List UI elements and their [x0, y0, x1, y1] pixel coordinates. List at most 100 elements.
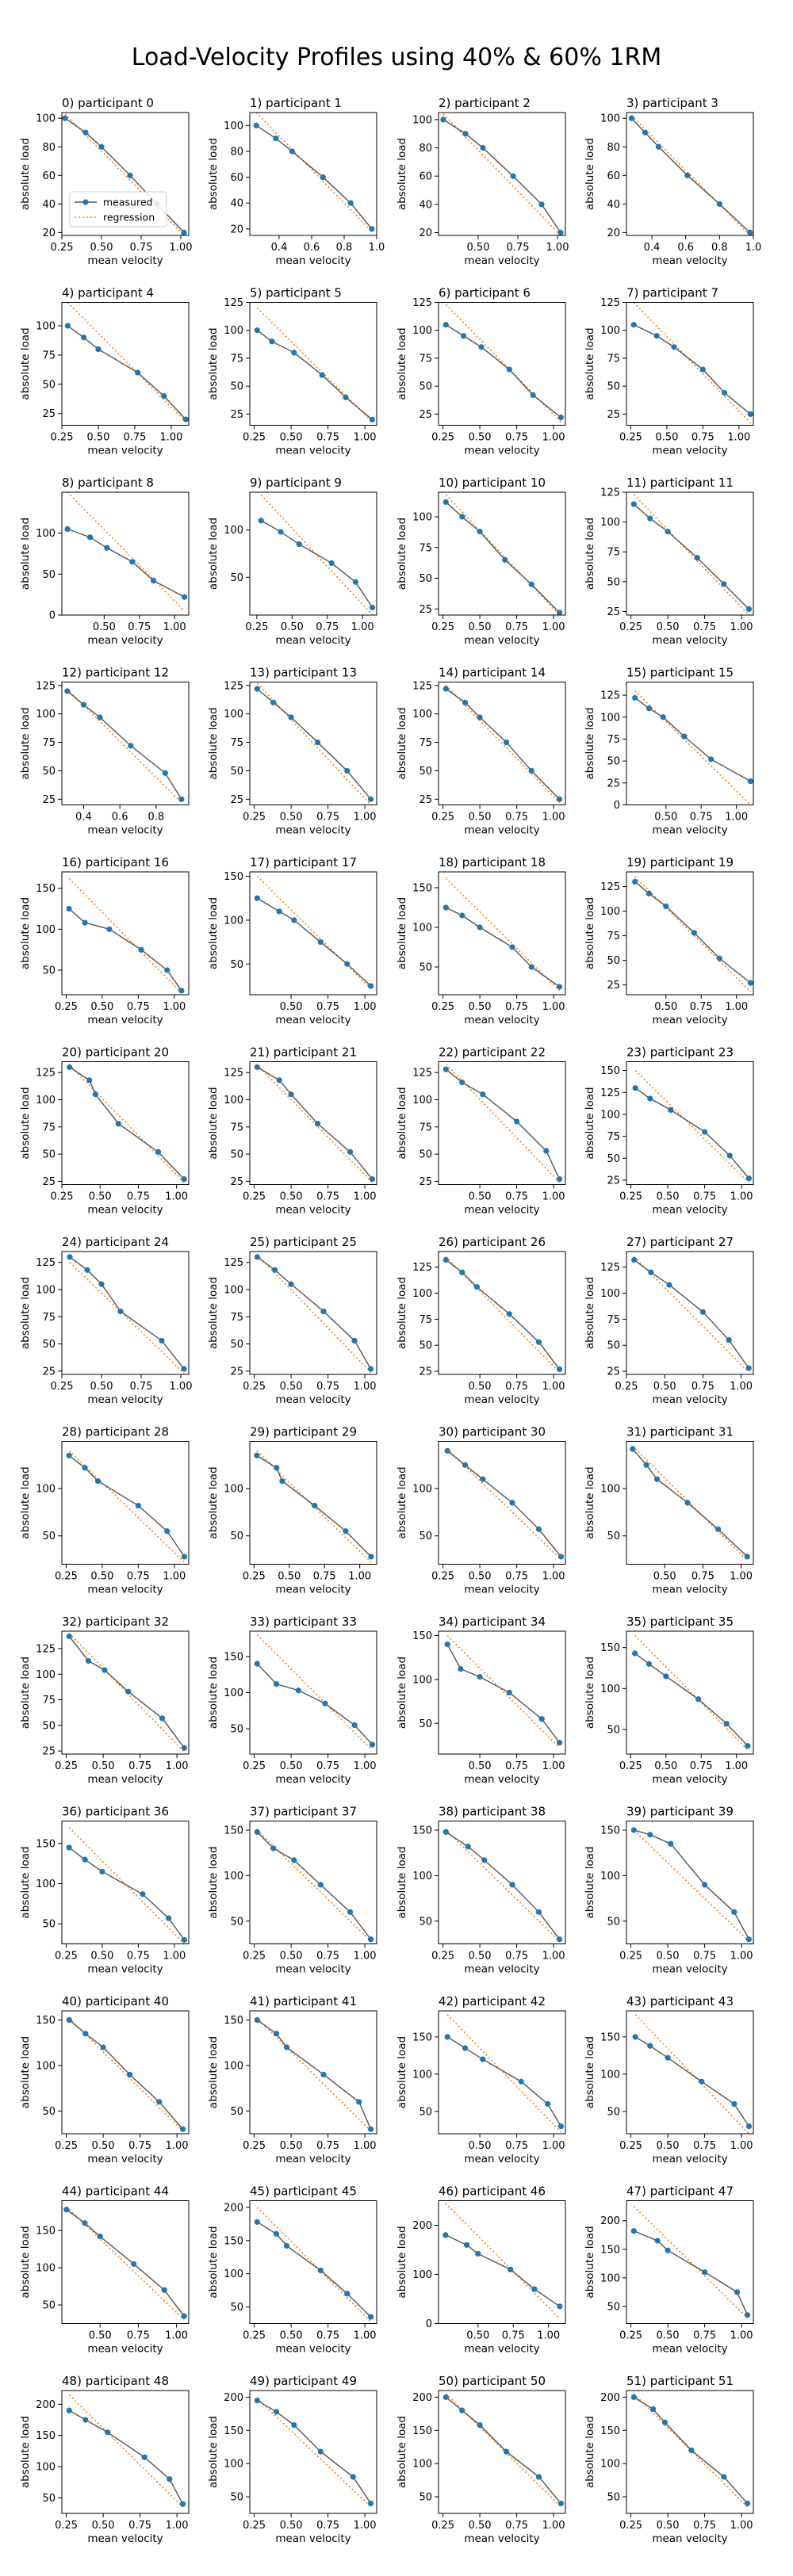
x-tick-label: 0.50 — [469, 2520, 492, 2532]
measured-point — [477, 529, 483, 535]
measured-point — [702, 1129, 708, 1135]
measured-line — [67, 528, 185, 598]
measured-point — [666, 1282, 672, 1288]
measured-point — [352, 579, 358, 585]
y-tick-label: 150 — [412, 1630, 432, 1642]
measured-point — [276, 908, 282, 915]
panel-26: 26) participant 26 0.50 0.75 1.00 25 50 75 100 1… — [396, 1235, 566, 1406]
measured-point — [283, 2044, 290, 2050]
y-axis-label: absolute load — [19, 1657, 32, 1729]
regression-line — [632, 1445, 748, 1561]
x-tick-label: 0.8 — [148, 812, 165, 824]
regression-line — [256, 2207, 372, 2322]
x-tick-label: 1.00 — [542, 1381, 565, 1393]
y-tick-label: 100 — [224, 1871, 243, 1882]
measured-point — [159, 1715, 166, 1722]
y-tick-label: 150 — [224, 1825, 243, 1836]
regression-line — [256, 1829, 372, 1942]
axes-frame — [438, 2390, 566, 2514]
y-tick-label: 100 — [224, 1285, 243, 1297]
y-tick-label: 50 — [607, 2106, 620, 2118]
panel-6: 6) participant 6 0.25 0.50 0.75 1.00 25 50 75 10… — [396, 286, 566, 457]
axes-frame — [249, 1061, 377, 1185]
panel-title: 31) participant 31 — [626, 1425, 734, 1439]
x-tick-label: 0.25 — [243, 2520, 266, 2532]
y-tick-label: 125 — [224, 1068, 243, 1080]
measured-point — [291, 350, 297, 356]
measured-point — [67, 1064, 73, 1070]
y-tick-label: 40 — [607, 199, 620, 211]
x-tick-label: 0.25 — [431, 1571, 454, 1583]
x-tick-label: 0.50 — [469, 621, 492, 633]
measured-point — [269, 338, 275, 345]
measured-point — [312, 1502, 318, 1509]
x-axis-label: mean velocity — [464, 1393, 539, 1406]
y-tick-label: 75 — [230, 1312, 243, 1324]
x-tick-label: 0.6 — [677, 242, 694, 254]
panel-11: 11) participant 11 0.25 0.50 0.75 1.00 25 50 75… — [584, 476, 754, 647]
x-axis-label: mean velocity — [275, 1204, 351, 1217]
regression-line — [630, 115, 751, 236]
measured-point — [344, 2291, 351, 2297]
x-tick-label: 0.50 — [90, 1951, 113, 1963]
axes-frame — [61, 2010, 190, 2135]
measured-point — [630, 2228, 637, 2234]
measured-point — [480, 144, 486, 151]
y-tick-label: 100 — [224, 120, 243, 132]
panel-title: 24) participant 24 — [62, 1235, 169, 1249]
y-tick-label: 125 — [36, 1643, 56, 1655]
measured-point — [99, 1868, 105, 1875]
measured-point — [699, 366, 706, 373]
measured-line — [634, 1653, 749, 1747]
panel-29: 29) participant 29 0.25 0.50 0.75 1.00 50 100 m… — [207, 1425, 377, 1596]
panel-0: 0) participant 0 0.25 0.50 0.75 1.00 20 40 60 80… — [19, 96, 192, 267]
y-tick-label: 100 — [600, 1484, 620, 1496]
measured-line — [256, 897, 372, 987]
measured-point — [557, 1554, 565, 1560]
measured-point — [477, 2421, 483, 2429]
measured-point — [85, 1657, 92, 1664]
y-tick-label: 50 — [42, 1720, 56, 1732]
x-tick-label: 0.50 — [280, 1951, 303, 1963]
measured-point — [164, 1528, 170, 1535]
x-tick-label: 0.25 — [243, 812, 266, 824]
axes-frame — [249, 1630, 377, 1755]
measured-point — [320, 174, 326, 181]
measured-point — [182, 416, 189, 422]
y-tick-label: 150 — [600, 1642, 620, 1654]
y-tick-label: 100 — [600, 1109, 620, 1121]
x-tick-label: 0.50 — [657, 1191, 680, 1203]
measured-line — [634, 1087, 749, 1179]
y-tick-label: 125 — [600, 881, 620, 893]
y-tick-label: 100 — [600, 712, 620, 724]
y-tick-label: 50 — [607, 1153, 620, 1165]
x-tick-label: 0.75 — [128, 621, 151, 633]
axes-frame — [626, 302, 754, 426]
measured-point — [291, 1857, 297, 1863]
y-tick-label: 25 — [230, 1176, 243, 1188]
measured-point — [82, 129, 89, 136]
y-tick-label: 60 — [607, 170, 620, 182]
regression-line — [634, 1070, 749, 1183]
measured-point — [291, 917, 297, 923]
measured-line — [445, 501, 561, 613]
measured-point — [127, 172, 133, 178]
measured-line — [256, 330, 373, 420]
measured-point — [289, 148, 295, 155]
panel-4: 4) participant 4 0.25 0.50 0.75 1.00 25 50 75 10… — [19, 286, 190, 457]
x-axis-label: mean velocity — [87, 2532, 163, 2545]
measured-point — [528, 581, 534, 587]
y-tick-label: 150 — [224, 871, 243, 883]
measured-point — [104, 545, 110, 551]
panel-47: 47) participant 47 0.25 0.50 0.75 1.00 50 100 1… — [584, 2184, 754, 2356]
y-axis-label: absolute load — [396, 1466, 408, 1538]
measured-point — [328, 560, 335, 567]
y-axis-label: absolute load — [207, 1846, 220, 1918]
y-tick-label: 50 — [419, 573, 432, 585]
y-axis-label: absolute load — [584, 897, 596, 969]
x-tick-label: 0.50 — [280, 1760, 303, 1772]
measured-point — [747, 411, 753, 418]
y-tick-label: 50 — [607, 1340, 620, 1352]
x-tick-label: 0.25 — [245, 621, 268, 633]
measured-point — [367, 983, 374, 989]
